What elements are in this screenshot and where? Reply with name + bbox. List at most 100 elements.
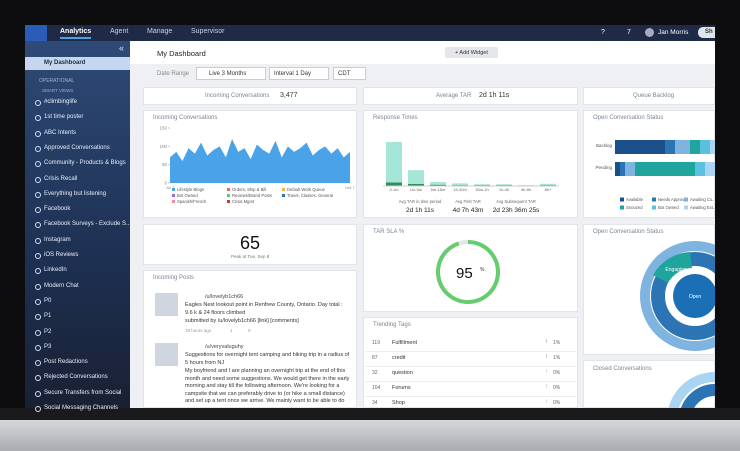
search-text[interactable]: Sh bbox=[705, 29, 713, 35]
post-count: 0 bbox=[248, 328, 251, 333]
sidebar-item[interactable]: Approved Conversations bbox=[44, 144, 110, 151]
sidebar-icon bbox=[35, 207, 41, 214]
tag-name[interactable]: credit bbox=[392, 355, 406, 361]
legend-swatch bbox=[620, 197, 624, 202]
tag-count: 32 bbox=[372, 370, 378, 376]
sidebar-item[interactable]: Modern Chat bbox=[44, 282, 79, 289]
search-box[interactable] bbox=[698, 27, 715, 38]
x-tick-label: 15-30m bbox=[453, 187, 467, 192]
sidebar-icon bbox=[35, 268, 41, 275]
ring-mid bbox=[651, 252, 715, 340]
legend-label: Awaiting Cu... bbox=[690, 197, 716, 202]
sidebar-item[interactable]: Facebook Surveys - Exclude S... bbox=[44, 221, 132, 228]
collapse-button[interactable]: « bbox=[119, 43, 125, 53]
sidebar-item[interactable]: LinkedIn bbox=[44, 267, 67, 274]
user-name[interactable]: Jan Morris bbox=[658, 29, 689, 36]
sidebar-icon bbox=[35, 344, 41, 351]
bar-segment bbox=[695, 162, 705, 176]
tag-name[interactable]: Fulfillment bbox=[392, 340, 418, 346]
help-icon[interactable]: ? bbox=[601, 29, 605, 36]
legend-swatch bbox=[282, 194, 285, 197]
interval-value[interactable]: Interval 1 Day bbox=[274, 71, 312, 77]
sidebar-item[interactable]: ABC Intents bbox=[44, 129, 77, 136]
tag-count: 104 bbox=[372, 385, 381, 391]
row-divider bbox=[365, 351, 576, 352]
sidebar-item[interactable]: iOS Reviews bbox=[44, 252, 79, 258]
sidebar-item[interactable]: #climbinglife bbox=[44, 99, 78, 105]
nav-item[interactable]: Agent bbox=[110, 28, 129, 35]
legend-label: Spanish/French bbox=[177, 199, 207, 204]
sidebar-item[interactable]: 1st time poster bbox=[44, 114, 84, 121]
x-tick-label: Oct 7 bbox=[345, 185, 355, 190]
add-widget-label[interactable]: + Add Widget bbox=[455, 50, 488, 56]
stat-value: 2d 23h 36m 25s bbox=[493, 207, 540, 214]
sidebar-item[interactable]: P1 bbox=[44, 313, 52, 320]
sidebar-item[interactable]: Secure Transfers from Social bbox=[44, 389, 122, 396]
sidebar-item[interactable]: Social Messaging Channels bbox=[44, 405, 119, 411]
sidebar-active[interactable]: My Dashboard bbox=[44, 60, 86, 66]
tz-select[interactable] bbox=[333, 67, 366, 80]
post-avatar bbox=[155, 343, 178, 366]
interval-select[interactable] bbox=[269, 67, 329, 80]
sidebar-item[interactable]: Instagram bbox=[44, 236, 71, 243]
legend-label: Reviews/Brand Posts bbox=[232, 193, 272, 198]
peak-label: Peak at Tue, Sep 8 bbox=[231, 254, 270, 259]
trend-arrow: ↑ bbox=[545, 339, 548, 345]
y-tick-label: 50 bbox=[162, 162, 168, 167]
sidebar-item[interactable]: Everything but listening bbox=[44, 190, 107, 197]
sidebar-item[interactable]: Post Redactions bbox=[44, 359, 88, 366]
range-value[interactable]: Live 3 Months bbox=[209, 71, 247, 77]
sidebar-item[interactable]: P3 bbox=[44, 343, 52, 350]
sidebar-item[interactable]: P2 bbox=[44, 328, 52, 335]
tag-name[interactable]: question bbox=[392, 370, 413, 376]
post-author[interactable]: /u/lovelyb1ch66 bbox=[205, 294, 244, 300]
bar-segment bbox=[705, 162, 715, 176]
trend-arrow: ↑ bbox=[545, 369, 548, 375]
trend-arrow: ↑ bbox=[545, 399, 548, 405]
sunburst bbox=[640, 241, 715, 351]
bar-segment bbox=[615, 140, 665, 154]
tz-value[interactable]: CDT bbox=[338, 71, 351, 77]
row-divider bbox=[365, 381, 576, 382]
bar-segment bbox=[635, 162, 695, 176]
sidebar-item[interactable]: Rejected Conversations bbox=[44, 374, 108, 381]
stat-label: Avg TAR in time period bbox=[399, 199, 442, 204]
sidebar-icon bbox=[35, 130, 41, 137]
tag-change: 1% bbox=[553, 355, 561, 361]
active-item-bg[interactable] bbox=[25, 57, 130, 70]
tag-name[interactable]: Forums bbox=[392, 385, 411, 391]
post-author[interactable]: /u/veryvaluguhy bbox=[205, 344, 244, 350]
legend-swatch bbox=[620, 205, 624, 210]
summary-value: 3,477 bbox=[280, 92, 298, 99]
x-tick-label: 0-1m bbox=[389, 187, 399, 192]
legend-swatch bbox=[652, 197, 656, 202]
header-bar bbox=[130, 41, 715, 64]
nav-item[interactable]: Supervisor bbox=[191, 28, 225, 35]
y-tick-label: 150 bbox=[159, 126, 167, 131]
x-tick-label: 5m-15m bbox=[431, 187, 446, 192]
post-text: Eagles Nest lookout point in Renfrew Cou… bbox=[185, 302, 343, 316]
team-badge[interactable]: 7 bbox=[627, 29, 631, 36]
post-body: My boyfriend and I are planning an overn… bbox=[185, 368, 350, 404]
sidebar-item[interactable]: P0 bbox=[44, 297, 52, 304]
tag-change: 1% bbox=[553, 340, 561, 346]
card bbox=[143, 270, 357, 408]
post-time: 19 hours ago bbox=[185, 328, 212, 333]
bar-segment bbox=[675, 140, 690, 154]
nav-item[interactable]: Manage bbox=[147, 28, 173, 35]
nav-item[interactable]: Analytics bbox=[60, 28, 92, 39]
add-widget-button[interactable] bbox=[445, 47, 498, 58]
legend-label: Bot Owned bbox=[658, 205, 679, 210]
avatar[interactable] bbox=[645, 28, 654, 37]
legend-swatch bbox=[172, 188, 175, 191]
sidebar-item[interactable]: Facebook bbox=[44, 206, 71, 213]
sidebar-item[interactable]: Crisis Recall bbox=[44, 175, 78, 182]
sidebar-icon bbox=[35, 253, 41, 259]
sidebar-item[interactable]: Community - Products & Blogs bbox=[44, 160, 126, 167]
tag-name[interactable]: Shop bbox=[392, 400, 405, 406]
logo[interactable] bbox=[25, 25, 47, 41]
x-tick-label: Jul 7 bbox=[166, 185, 175, 190]
range-select[interactable] bbox=[196, 67, 266, 80]
dashboard-title: My Dashboard bbox=[157, 49, 206, 58]
